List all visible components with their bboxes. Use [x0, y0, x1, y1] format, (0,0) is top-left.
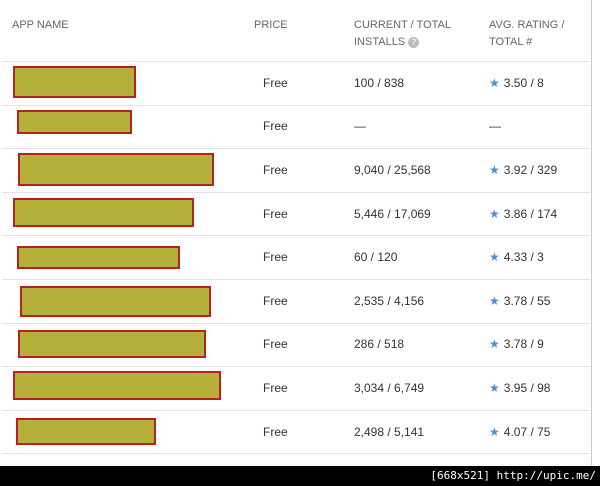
- rating-cell: ★ 3.86 / 174: [489, 206, 557, 222]
- footer-text: [668x521] http://upic.me/: [430, 469, 596, 482]
- rating: 3.92 / 329: [503, 163, 558, 177]
- row-separator: [2, 191, 590, 193]
- row-separator: [2, 409, 590, 411]
- rating-cell: ★ 3.78 / 9: [489, 336, 544, 352]
- rating: 3.78 / 55: [503, 293, 551, 308]
- price: Free: [263, 250, 288, 265]
- rating: 3.78 / 9: [503, 337, 544, 352]
- row-separator: [2, 235, 590, 237]
- star-icon: ★: [489, 293, 500, 308]
- redacted-app-name: [13, 371, 221, 400]
- price: Free: [263, 163, 288, 177]
- installs: 100 / 838: [354, 75, 405, 90]
- star-icon: ★: [489, 381, 500, 395]
- border: [591, 0, 592, 466]
- header-price: PRICE: [254, 19, 288, 31]
- footer-bar: [668x521] http://upic.me/: [0, 466, 600, 486]
- row-separator: [2, 322, 590, 324]
- rating: 4.33 / 3: [503, 250, 544, 265]
- price: Free: [263, 424, 288, 439]
- header-rating: AVG. RATING / TOTAL #: [489, 19, 565, 48]
- rating: 3.86 / 174: [503, 206, 558, 221]
- price: Free: [263, 75, 288, 90]
- rating-cell: —: [489, 118, 501, 134]
- installs: —: [354, 119, 366, 134]
- price: Free: [263, 206, 288, 221]
- header-installs: CURRENT / TOTAL INSTALLS?: [354, 17, 459, 51]
- rating: —: [489, 119, 501, 134]
- rating-cell: ★ 3.95 / 98: [489, 380, 550, 396]
- header-app-name: APP NAME: [12, 19, 69, 31]
- row-separator: [2, 453, 590, 455]
- row-separator: [2, 104, 590, 106]
- redacted-app-name: [16, 418, 156, 445]
- rating: 3.95 / 98: [503, 381, 551, 395]
- redacted-app-name: [18, 153, 214, 186]
- header-separator: [2, 61, 590, 62]
- rating: 4.07 / 75: [503, 424, 551, 439]
- redacted-app-name: [17, 110, 132, 134]
- row-separator: [2, 366, 590, 368]
- star-icon: ★: [489, 424, 500, 439]
- price: Free: [263, 119, 288, 134]
- installs: 286 / 518: [354, 337, 405, 352]
- redacted-app-name: [17, 246, 180, 269]
- price: Free: [263, 293, 288, 308]
- redacted-app-name: [20, 286, 211, 317]
- price: Free: [263, 337, 288, 352]
- installs: 5,446 / 17,069: [354, 206, 431, 221]
- row-separator: [2, 148, 590, 150]
- installs: 60 / 120: [354, 250, 398, 265]
- installs: 2,535 / 4,156: [354, 293, 425, 308]
- redacted-app-name: [18, 330, 206, 358]
- star-icon: ★: [489, 337, 500, 352]
- rating-cell: ★ 4.07 / 75: [489, 424, 550, 440]
- rating-cell: ★ 4.33 / 3: [489, 249, 544, 265]
- star-icon: ★: [489, 206, 500, 221]
- rating-cell: ★ 3.50 / 8: [489, 75, 544, 91]
- installs: 3,034 / 6,749: [354, 381, 425, 395]
- price: Free: [263, 381, 288, 395]
- rating: 3.50 / 8: [503, 75, 544, 90]
- redacted-app-name: [13, 198, 194, 227]
- rating-cell: ★ 3.78 / 55: [489, 293, 550, 309]
- installs: 9,040 / 25,568: [354, 163, 431, 177]
- row-separator: [2, 279, 590, 280]
- star-icon: ★: [489, 75, 500, 90]
- star-icon: ★: [489, 250, 500, 265]
- rating-cell: ★ 3.92 / 329: [489, 162, 557, 178]
- star-icon: ★: [489, 163, 500, 177]
- header-installs-text: CURRENT / TOTAL INSTALLS: [354, 19, 451, 48]
- help-icon[interactable]: ?: [408, 36, 420, 48]
- redacted-app-name: [13, 66, 136, 98]
- installs: 2,498 / 5,141: [354, 424, 425, 439]
